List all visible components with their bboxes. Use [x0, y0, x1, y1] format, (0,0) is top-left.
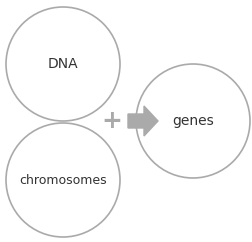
Circle shape	[6, 123, 120, 237]
Circle shape	[6, 7, 120, 121]
Circle shape	[136, 64, 250, 178]
Text: chromosomes: chromosomes	[19, 174, 107, 187]
Text: DNA: DNA	[48, 57, 78, 71]
FancyArrow shape	[128, 106, 158, 136]
Text: genes: genes	[172, 114, 214, 128]
Text: +: +	[102, 109, 122, 133]
